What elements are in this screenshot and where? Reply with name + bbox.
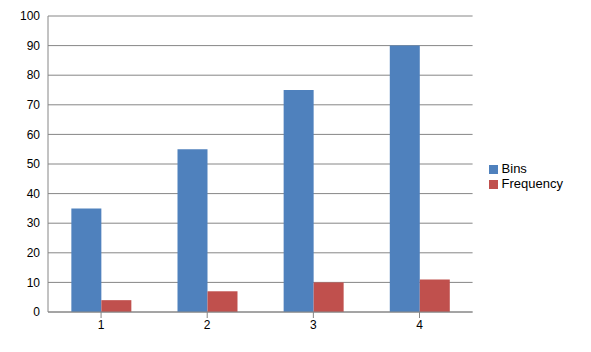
svg-text:30: 30	[27, 216, 41, 230]
svg-text:50: 50	[27, 157, 41, 171]
svg-text:1: 1	[98, 318, 105, 332]
svg-text:0: 0	[33, 305, 40, 319]
svg-text:40: 40	[27, 187, 41, 201]
svg-text:60: 60	[27, 128, 41, 142]
svg-text:80: 80	[27, 68, 41, 82]
svg-text:3: 3	[310, 318, 317, 332]
svg-text:100: 100	[20, 9, 40, 23]
svg-text:4: 4	[416, 318, 423, 332]
svg-text:2: 2	[204, 318, 211, 332]
svg-text:20: 20	[27, 246, 41, 260]
html-text:Bins: Bins	[501, 161, 527, 176]
svg-text:10: 10	[27, 276, 41, 290]
svg-text:70: 70	[27, 98, 41, 112]
svg-text:90: 90	[27, 39, 41, 53]
html-text:Frequency: Frequency	[501, 176, 563, 191]
